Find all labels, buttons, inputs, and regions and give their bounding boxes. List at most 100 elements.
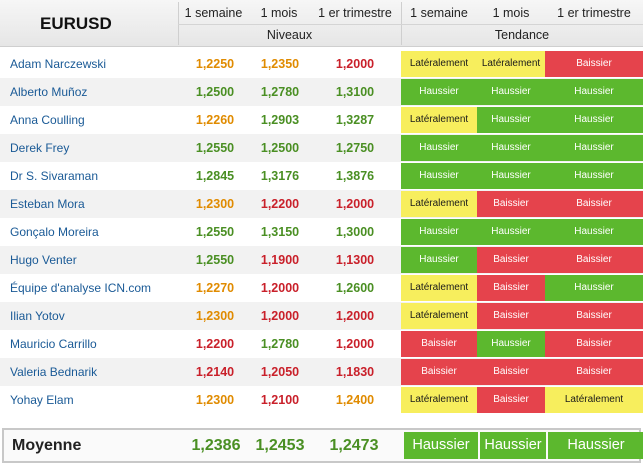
average-trend-badge-month: Haussier [480,432,546,459]
level-value-quarter: 1,3876 [335,169,375,183]
level-value-month: 1,2050 [260,365,300,379]
level-value-month: 1,2200 [260,197,300,211]
level-value-quarter: 1,2600 [335,281,375,295]
trend-badge-week: Haussier [401,247,477,273]
trend-badge-quarter: Haussier [545,275,643,301]
level-value-month: 1,2350 [260,57,300,71]
level-value-month: 1,2000 [260,281,300,295]
trend-badge-month: Baissier [477,303,545,329]
levels-group-label: Niveaux [266,28,313,42]
table-row: Anna Coulling 1,2260 1,2903 1,3287 Latéralem… [0,106,643,134]
average-value-month: 1,2453 [255,437,305,454]
trend-badge-month: Haussier [477,79,545,105]
table-row: Alberto Muñoz 1,2500 1,2780 1,3100 Haussier H… [0,78,643,106]
forecaster-name-link[interactable]: Valeria Bednarik [10,365,98,379]
forecaster-name-link[interactable]: Yohay Elam [10,393,74,407]
table-row: Yohay Elam 1,2300 1,2100 1,2400 Latéralement… [0,386,643,414]
average-label: Moyenne [12,437,82,454]
average-row: Moyenne 1,2386 1,2453 1,2473 Haussier Haussi… [2,428,643,463]
trend-badge-week: Haussier [401,163,477,189]
table-header: EURUSD 1 semaine 1 mois 1 er trimestre 1… [0,0,643,47]
table-row: Ilian Yotov 1,2300 1,2000 1,2000 Latéralemen… [0,302,643,330]
level-value-quarter: 1,3100 [335,85,375,99]
trend-badge-week: Haussier [401,135,477,161]
level-value-quarter: 1,2000 [335,57,375,71]
level-value-quarter: 1,2400 [335,393,375,407]
average-value-quarter: 1,2473 [329,437,379,454]
trend-badge-month: Haussier [477,135,545,161]
trend-badge-month: Baissier [477,387,545,413]
trend-badge-quarter: Haussier [545,79,643,105]
forecaster-name-link[interactable]: Hugo Venter [10,253,77,267]
trend-badge-month: Haussier [477,331,545,357]
trend-badge-quarter: Baissier [545,359,643,385]
forecaster-name-link[interactable]: Alberto Muñoz [10,85,88,99]
trend-badge-quarter: Haussier [545,163,643,189]
level-value-quarter: 1,2000 [335,197,375,211]
trend-period-week: 1 semaine [410,6,468,20]
average-value-week: 1,2386 [191,437,241,454]
trend-badge-month: Baissier [477,191,545,217]
forecaster-name-link[interactable]: Esteban Mora [10,197,85,211]
trend-badge-quarter: Baissier [545,191,643,217]
trend-badge-quarter: Baissier [545,303,643,329]
trend-badge-quarter: Haussier [545,107,643,133]
trend-badge-month: Baissier [477,247,545,273]
levels-period-week: 1 semaine [184,6,243,20]
forecaster-name-link[interactable]: Équipe d'analyse ICN.com [10,281,152,295]
forecaster-name-link[interactable]: Dr S. Sivaraman [10,169,99,183]
level-value-week: 1,2550 [195,225,235,239]
level-value-week: 1,2250 [195,57,235,71]
trend-badge-quarter: Baissier [545,331,643,357]
level-value-week: 1,2270 [195,281,235,295]
trend-badge-week: Baissier [401,331,477,357]
level-value-quarter: 1,2000 [335,337,375,351]
trend-badge-month: Haussier [477,219,545,245]
level-value-month: 1,1900 [260,253,300,267]
trend-badge-quarter: Baissier [545,247,643,273]
average-trend-badge-week: Haussier [404,432,478,459]
table-row: Mauricio Carrillo 1,2200 1,2780 1,2000 Baiss… [0,330,643,358]
trend-badge-quarter: Haussier [545,135,643,161]
forecaster-name-link[interactable]: Anna Coulling [10,113,85,127]
level-value-quarter: 1,3287 [335,113,375,127]
trend-badge-month: Latéralement [477,51,545,77]
trend-badge-week: Latéralement [401,275,477,301]
trend-period-month: 1 mois [492,6,530,20]
trend-group-label: Tendance [494,28,550,42]
level-value-week: 1,2140 [195,365,235,379]
level-value-month: 1,2780 [260,337,300,351]
forecaster-name-link[interactable]: Mauricio Carrillo [10,337,97,351]
trend-badge-week: Haussier [401,219,477,245]
forecaster-name-link[interactable]: Adam Narczewski [10,57,107,71]
table-row: Hugo Venter 1,2550 1,1900 1,1300 Haussier Bai… [0,246,643,274]
forecaster-name-link[interactable]: Ilian Yotov [10,309,65,323]
levels-period-quarter: 1 er trimestre [318,6,392,20]
level-value-month: 1,2903 [260,113,300,127]
trend-badge-week: Baissier [401,359,477,385]
trend-badge-month: Baissier [477,359,545,385]
trend-period-quarter: 1 er trimestre [557,6,631,20]
trend-badge-week: Latéralement [401,191,477,217]
currency-pair-title: EURUSD [40,13,112,33]
level-value-week: 1,2300 [195,393,235,407]
level-value-quarter: 1,1830 [335,365,375,379]
level-value-month: 1,2500 [260,141,300,155]
trend-badge-month: Baissier [477,275,545,301]
trend-badge-quarter: Baissier [545,51,643,77]
table-row: Esteban Mora 1,2300 1,2200 1,2000 Latéraleme… [0,190,643,218]
forecaster-name-link[interactable]: Derek Frey [10,141,70,155]
table-row: Gonçalo Moreira 1,2550 1,3150 1,3000 Haussie… [0,218,643,246]
level-value-week: 1,2550 [195,253,235,267]
level-value-week: 1,2845 [195,169,235,183]
forecaster-name-link[interactable]: Gonçalo Moreira [10,225,99,239]
trend-badge-month: Haussier [477,163,545,189]
trend-badge-week: Latéralement [401,107,477,133]
level-value-quarter: 1,2000 [335,309,375,323]
levels-period-month: 1 mois [260,6,298,20]
trend-badge-week: Latéralement [401,303,477,329]
table-row: Équipe d'analyse ICN.com 1,2270 1,2000 1,26… [0,274,643,302]
level-value-month: 1,2100 [260,393,300,407]
level-value-week: 1,2300 [195,309,235,323]
